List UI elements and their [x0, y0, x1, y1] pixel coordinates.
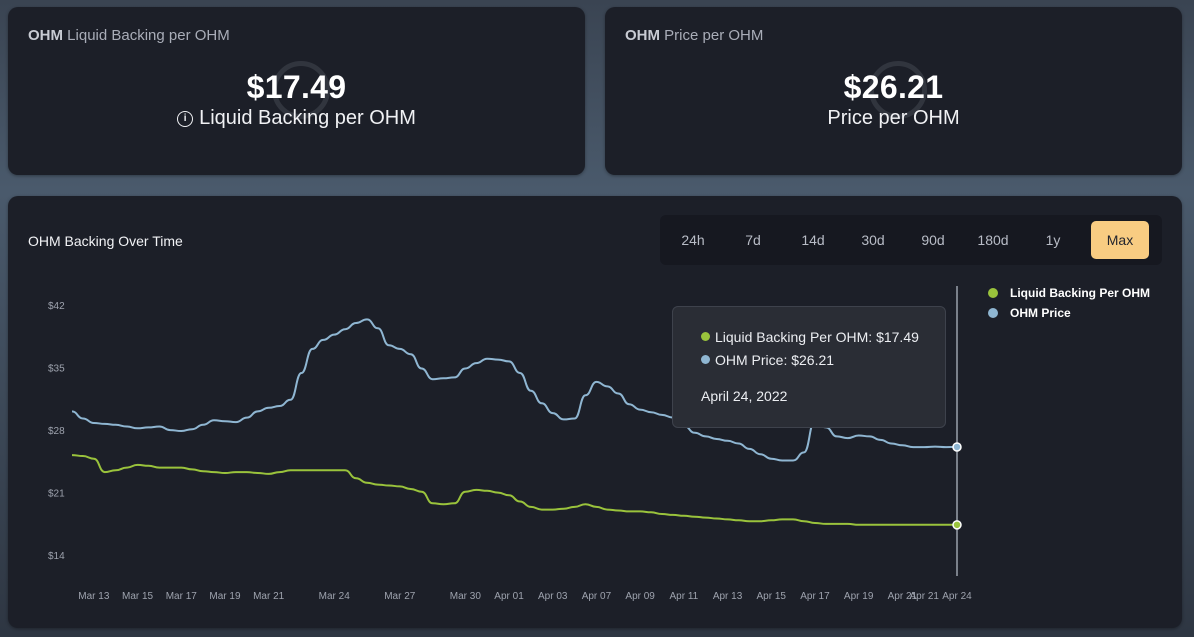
card-title-token: OHM — [625, 27, 660, 44]
range-180d-button[interactable]: 180d — [977, 232, 1009, 248]
x-tick-label: Mar 21 — [253, 591, 285, 602]
y-tick-label: $42 — [48, 301, 65, 312]
tooltip-price-row: OHM Price: $26.21 — [701, 352, 834, 368]
liquid-backing-label: i Liquid Backing per OHM — [8, 107, 585, 130]
time-range-selector: 24h 7d 14d 30d 90d 180d 1y Max — [660, 215, 1162, 265]
y-tick-label: $35 — [48, 364, 65, 375]
x-tick-label: Apr 07 — [582, 591, 612, 602]
tooltip-price-text: OHM Price: $26.21 — [715, 352, 835, 368]
range-14d-button[interactable]: 14d — [801, 232, 825, 248]
series-line-liquid-backing-per-ohm — [71, 454, 958, 526]
card-title-text: Liquid Backing per OHM — [67, 27, 230, 44]
legend-item-price[interactable]: OHM Price — [988, 306, 1150, 326]
y-tick-label: $14 — [48, 551, 65, 562]
card-title-text: Price per OHM — [664, 27, 764, 44]
hover-point-liquid-backing-per-ohm — [952, 520, 962, 530]
x-tick-label: Mar 27 — [384, 591, 416, 602]
range-30d-button[interactable]: 30d — [861, 232, 885, 248]
liquid-backing-label-text: Liquid Backing per OHM — [199, 107, 416, 129]
legend-label: OHM Price — [1010, 306, 1071, 320]
x-tick-label: Mar 19 — [209, 591, 241, 602]
card-title: OHM Liquid Backing per OHM — [28, 27, 230, 44]
range-1y-button[interactable]: 1y — [1045, 232, 1061, 248]
range-7d-button[interactable]: 7d — [745, 232, 761, 248]
y-tick-label: $28 — [48, 426, 65, 437]
card-title: OHM Price per OHM — [625, 27, 763, 44]
backing-chart-card: $14 $21 $28 $35 $42 Mar 13 Mar 15 Mar 17 Mar 19 M… — [8, 196, 1182, 628]
x-tick-label: Apr 11 — [669, 591, 698, 602]
backing-chart[interactable]: $14 $21 $28 $35 $42 Mar 13 Mar 15 Mar 17 Mar 19 M… — [8, 196, 1182, 628]
chart-legend: Liquid Backing Per OHM OHM Price — [988, 286, 1150, 326]
tooltip-backing-text: Liquid Backing Per OHM: $17.49 — [715, 329, 919, 345]
range-24h-button[interactable]: 24h — [681, 232, 705, 248]
hover-point-ohm-price — [952, 442, 962, 452]
loading-spinner-icon — [869, 61, 927, 119]
x-tick-label: Mar 24 — [319, 591, 351, 602]
legend-label: Liquid Backing Per OHM — [1010, 286, 1151, 300]
card-title-token: OHM — [28, 27, 63, 44]
x-tick-label: Apr 15 — [757, 591, 787, 602]
chart-title: OHM Backing Over Time — [28, 233, 183, 249]
legend-item-backing[interactable]: Liquid Backing Per OHM — [988, 286, 1150, 306]
liquid-backing-value: $17.49 — [246, 69, 347, 105]
tooltip-date: April 24, 2022 — [701, 388, 788, 404]
tooltip-dot-icon — [701, 332, 710, 341]
x-tick-label: Apr 19 — [844, 591, 874, 602]
x-tick-label: Apr 24 — [942, 591, 972, 602]
x-tick-label: Mar 30 — [450, 591, 482, 602]
x-tick-label: Apr 03 — [538, 591, 568, 602]
tooltip-dot-icon — [701, 355, 710, 364]
range-max-button[interactable]: Max — [1091, 221, 1149, 259]
x-tick-label: Apr 17 — [800, 591, 830, 602]
x-tick-label: Mar 17 — [166, 591, 198, 602]
tooltip-backing-row: Liquid Backing Per OHM: $17.49 — [701, 329, 919, 345]
series-line-ohm-price — [71, 318, 958, 462]
x-tick-label: Apr 09 — [625, 591, 655, 602]
x-tick-label: Apr 21 — [909, 591, 939, 602]
info-icon[interactable]: i — [177, 111, 194, 127]
loading-spinner-icon — [272, 61, 330, 119]
legend-dot-icon — [988, 308, 998, 318]
y-tick-label: $21 — [48, 489, 65, 500]
range-90d-button[interactable]: 90d — [921, 232, 945, 248]
ohm-price-label: Price per OHM — [827, 107, 960, 129]
ohm-price-value: $26.21 — [843, 69, 944, 105]
x-tick-label: Mar 15 — [122, 591, 154, 602]
x-tick-label: Apr 21 — [888, 591, 918, 602]
liquid-backing-card: OHM Liquid Backing per OHM $17.49 i Liqui… — [8, 7, 585, 175]
chart-tooltip: Liquid Backing Per OHM: $17.49 OHM Price… — [672, 306, 946, 428]
legend-dot-icon — [988, 288, 998, 298]
x-tick-label: Apr 13 — [713, 591, 743, 602]
x-tick-label: Mar 13 — [78, 591, 110, 602]
x-tick-label: Apr 01 — [494, 591, 524, 602]
ohm-price-card: OHM Price per OHM $26.21 Price per OHM — [605, 7, 1182, 175]
